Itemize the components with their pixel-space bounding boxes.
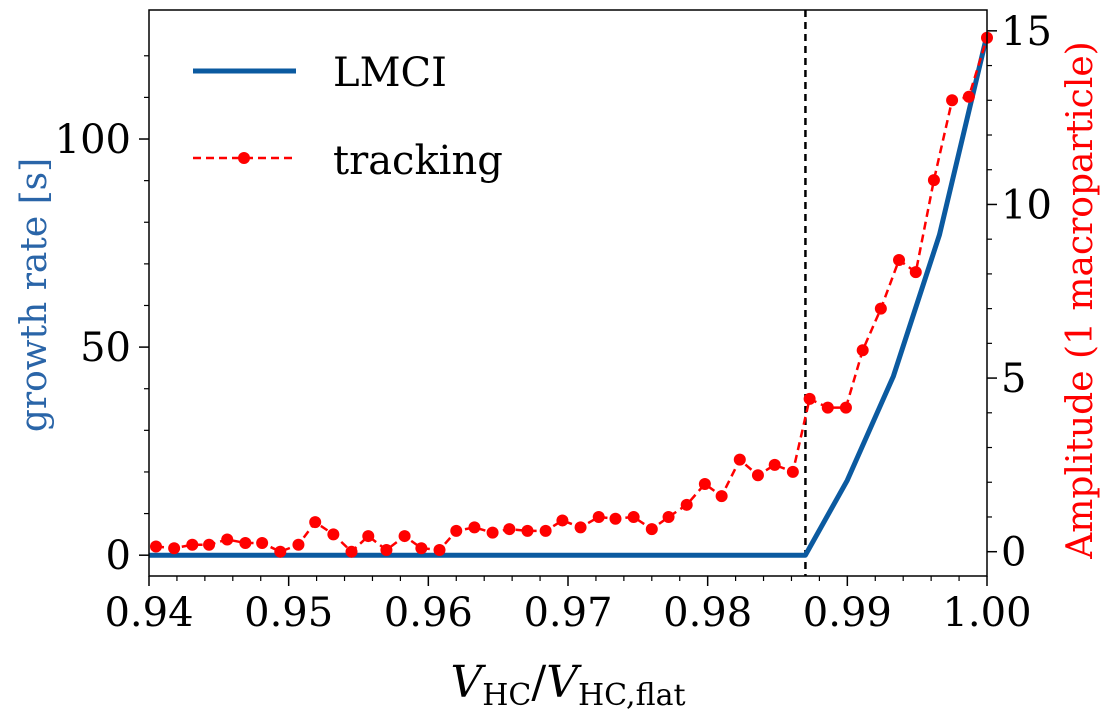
x-tick-label: 0.99 (803, 590, 892, 636)
tracking-point (786, 465, 799, 478)
x-axis-label-sub2: HC,flat (578, 678, 686, 711)
x-axis-label: VHC/VHC,flat (450, 657, 685, 711)
tracking-point (450, 524, 463, 537)
right-y-tick-label: 15 (1001, 9, 1052, 55)
tracking-point (592, 510, 605, 523)
tracking-point (256, 537, 269, 550)
tracking-point (292, 538, 305, 551)
right-y-axis-label: Amplitude (1 macroparticle) (1060, 41, 1101, 559)
tracking-point (239, 537, 252, 550)
tracking-point (715, 490, 728, 503)
tracking-point (345, 545, 358, 558)
series-lmci-line (149, 34, 990, 558)
tracking-point (927, 174, 940, 187)
tracking-point (486, 526, 499, 539)
tracking-point (380, 543, 393, 556)
right-y-tick-label: 5 (1001, 356, 1026, 402)
tracking-point (574, 521, 587, 534)
tracking-point (645, 523, 658, 536)
x-tick-label: 1.00 (942, 590, 1031, 636)
x-axis-label-var2: V (546, 657, 582, 708)
legend-tracking-marker (238, 152, 250, 164)
tracking-point (468, 521, 481, 534)
tracking-point (521, 524, 534, 537)
right-y-tick-label: 0 (1001, 530, 1026, 576)
x-tick-label: 0.96 (384, 590, 473, 636)
tracking-point (821, 401, 834, 414)
tracking-point (274, 545, 287, 558)
tracking-point (733, 453, 746, 466)
tracking-point (946, 94, 959, 107)
x-tick-label: 0.94 (104, 590, 193, 636)
tracking-point (698, 477, 711, 490)
x-axis-label-sub: HC (482, 678, 531, 711)
x-axis-label-var: V (450, 657, 486, 708)
x-tick-label: 0.97 (523, 590, 612, 636)
right-y-tick-label: 10 (1001, 182, 1052, 228)
tracking-point (962, 90, 975, 103)
left-y-tick-label: 0 (106, 533, 131, 579)
x-axis-label-slash: / (531, 657, 546, 708)
legend-tracking-label: tracking (333, 138, 503, 184)
left-y-tick-label: 100 (55, 117, 131, 163)
left-y-tick-label: 50 (80, 325, 131, 371)
tracking-point (327, 528, 340, 541)
left-y-axis-label: growth rate [s] (14, 158, 55, 432)
tracking-point (856, 344, 869, 357)
x-tick-label: 0.98 (663, 590, 752, 636)
tracking-point (398, 530, 411, 543)
tracking-point (221, 533, 234, 546)
legend-lmci-label: LMCI (333, 50, 447, 96)
tracking-point (662, 510, 675, 523)
tracking-point (539, 524, 552, 537)
tracking-point (803, 392, 816, 405)
tracking-point (433, 543, 446, 556)
tracking-point (751, 469, 764, 482)
tracking-point (149, 540, 162, 553)
tracking-point (893, 254, 906, 267)
series-tracking-line (155, 37, 989, 554)
tracking-point (415, 542, 428, 555)
tracking-point (203, 538, 216, 551)
tracking-point (362, 530, 375, 543)
tracking-point (909, 266, 922, 279)
plot-frame (148, 9, 988, 577)
tracking-point (839, 401, 852, 414)
tracking-point (609, 512, 622, 525)
tracking-point (680, 498, 693, 511)
tracking-point (168, 542, 181, 555)
tracking-point (627, 510, 640, 523)
tracking-point (309, 516, 322, 529)
tracking-point (874, 302, 887, 315)
tracking-point (768, 458, 781, 471)
tracking-point (503, 523, 516, 536)
legend: LMCI tracking (193, 50, 503, 184)
tracking-point (556, 514, 569, 527)
x-tick-label: 0.95 (244, 590, 333, 636)
tracking-point (186, 538, 199, 551)
